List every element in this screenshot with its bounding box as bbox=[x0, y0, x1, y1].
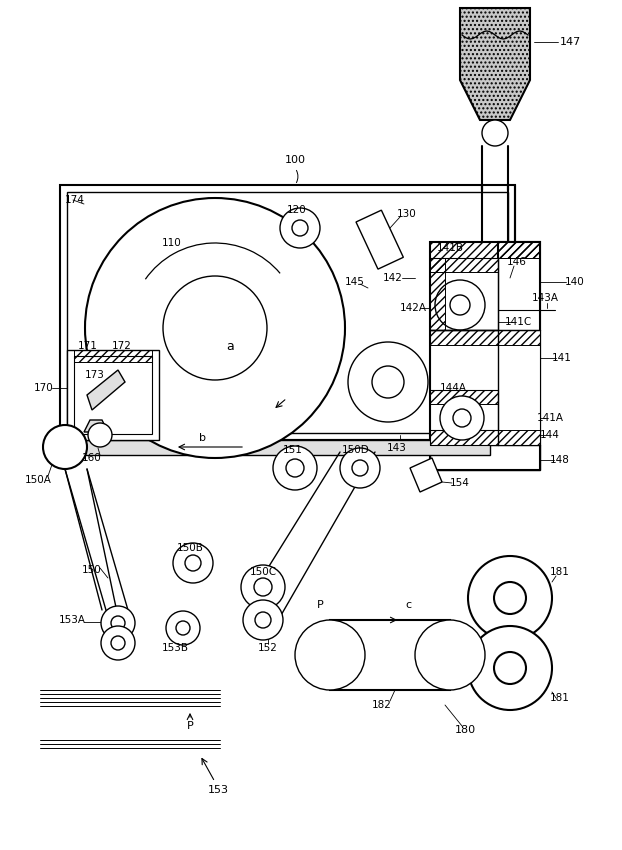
Bar bbox=[60, 185, 515, 440]
Text: 145: 145 bbox=[345, 277, 365, 287]
Text: 144: 144 bbox=[540, 430, 560, 440]
Circle shape bbox=[468, 556, 552, 640]
Bar bbox=[74, 356, 152, 434]
Circle shape bbox=[280, 208, 320, 248]
Text: b: b bbox=[198, 433, 205, 443]
Circle shape bbox=[415, 620, 485, 690]
Circle shape bbox=[163, 276, 267, 380]
Text: P: P bbox=[187, 721, 193, 731]
Text: 154: 154 bbox=[450, 478, 470, 488]
Circle shape bbox=[43, 425, 87, 469]
Text: 110: 110 bbox=[162, 238, 182, 248]
Circle shape bbox=[273, 446, 317, 490]
Text: 150A: 150A bbox=[24, 475, 52, 485]
Text: 153: 153 bbox=[208, 785, 228, 795]
Polygon shape bbox=[410, 458, 442, 492]
Circle shape bbox=[494, 652, 526, 684]
Circle shape bbox=[352, 460, 368, 476]
Text: 142A: 142A bbox=[399, 303, 427, 313]
Text: 143: 143 bbox=[387, 443, 407, 453]
Text: 150C: 150C bbox=[249, 567, 277, 577]
Circle shape bbox=[450, 295, 470, 315]
Text: 141C: 141C bbox=[504, 317, 532, 327]
Bar bbox=[356, 210, 403, 269]
Bar bbox=[430, 390, 498, 430]
Text: 153A: 153A bbox=[58, 615, 85, 625]
Text: 181: 181 bbox=[550, 567, 570, 577]
Circle shape bbox=[286, 459, 304, 477]
Text: 181: 181 bbox=[550, 693, 570, 703]
Bar bbox=[60, 440, 490, 455]
Text: 172: 172 bbox=[112, 341, 132, 351]
Circle shape bbox=[111, 636, 125, 650]
Bar bbox=[430, 330, 540, 445]
Circle shape bbox=[241, 565, 285, 609]
Text: 150B: 150B bbox=[177, 543, 203, 553]
Circle shape bbox=[440, 396, 484, 440]
Text: 147: 147 bbox=[559, 37, 580, 47]
Text: 174: 174 bbox=[65, 195, 85, 205]
Circle shape bbox=[468, 626, 552, 710]
Text: 182: 182 bbox=[372, 700, 392, 710]
Text: 148: 148 bbox=[550, 455, 570, 465]
Circle shape bbox=[372, 366, 404, 398]
Text: 180: 180 bbox=[455, 725, 476, 735]
Bar bbox=[330, 620, 450, 690]
Text: c: c bbox=[405, 600, 411, 610]
Text: 171: 171 bbox=[78, 341, 98, 351]
Circle shape bbox=[101, 626, 135, 660]
Text: 143A: 143A bbox=[532, 293, 559, 303]
Circle shape bbox=[185, 555, 201, 571]
Circle shape bbox=[255, 612, 271, 628]
Bar bbox=[430, 258, 498, 330]
Circle shape bbox=[176, 621, 190, 635]
Text: 150D: 150D bbox=[342, 445, 370, 455]
Text: 141B: 141B bbox=[437, 243, 463, 253]
Polygon shape bbox=[460, 8, 530, 120]
Text: 144A: 144A bbox=[440, 383, 466, 393]
Text: 173: 173 bbox=[85, 370, 105, 380]
Circle shape bbox=[111, 616, 125, 630]
Text: 141A: 141A bbox=[537, 413, 564, 423]
Circle shape bbox=[292, 220, 308, 236]
Circle shape bbox=[85, 198, 345, 458]
Text: 142: 142 bbox=[383, 273, 403, 283]
Text: 151: 151 bbox=[283, 445, 303, 455]
Bar bbox=[67, 350, 159, 440]
Text: 120: 120 bbox=[287, 205, 307, 215]
Text: 152: 152 bbox=[258, 643, 278, 653]
Circle shape bbox=[254, 578, 272, 596]
Text: 100: 100 bbox=[284, 155, 305, 165]
Text: 153B: 153B bbox=[162, 643, 188, 653]
Circle shape bbox=[435, 280, 485, 330]
Polygon shape bbox=[87, 370, 125, 410]
Circle shape bbox=[88, 423, 112, 447]
Bar bbox=[498, 242, 540, 445]
Circle shape bbox=[243, 600, 283, 640]
Bar bbox=[67, 192, 508, 433]
Circle shape bbox=[295, 620, 365, 690]
Circle shape bbox=[453, 409, 471, 427]
Circle shape bbox=[173, 543, 213, 583]
Circle shape bbox=[348, 342, 428, 422]
Bar bbox=[430, 445, 540, 470]
Text: 160: 160 bbox=[82, 453, 102, 463]
Polygon shape bbox=[84, 420, 108, 432]
Circle shape bbox=[101, 606, 135, 640]
Text: P: P bbox=[317, 600, 323, 610]
Text: 150: 150 bbox=[82, 565, 102, 575]
Circle shape bbox=[494, 582, 526, 614]
Circle shape bbox=[482, 120, 508, 146]
Text: 140: 140 bbox=[565, 277, 585, 287]
Text: a: a bbox=[226, 339, 234, 353]
Circle shape bbox=[166, 611, 200, 645]
Text: 141: 141 bbox=[552, 353, 572, 363]
Text: 146: 146 bbox=[507, 257, 527, 267]
Text: 170: 170 bbox=[34, 383, 54, 393]
Text: 130: 130 bbox=[397, 209, 417, 219]
Bar bbox=[430, 242, 540, 445]
Circle shape bbox=[340, 448, 380, 488]
